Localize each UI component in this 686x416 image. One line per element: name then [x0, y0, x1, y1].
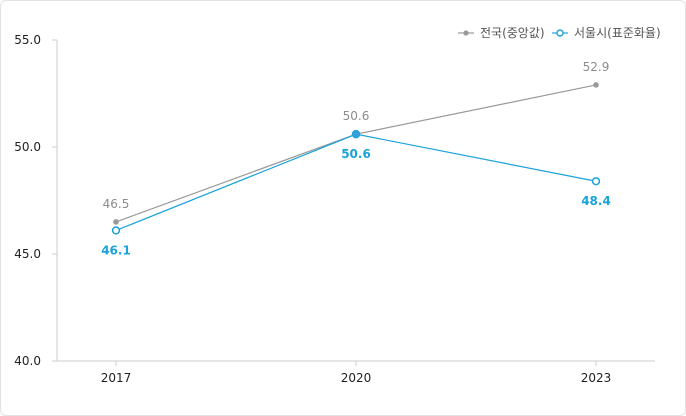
y-tick-label: 55.0	[14, 33, 41, 47]
overlap-marker-group	[351, 129, 361, 139]
data-label: 46.5	[103, 197, 130, 211]
series-1: 46.1 50.6 48.4	[101, 130, 611, 257]
data-point	[593, 82, 599, 88]
x-axis-ticks: 2017 2020 2023	[101, 361, 612, 385]
legend-item-national: 전국(중앙값)	[458, 26, 545, 40]
data-point	[591, 177, 601, 186]
legend-label-seoul: 서울시(표준화율)	[574, 26, 661, 40]
legend-label-national: 전국(중앙값)	[480, 26, 545, 40]
series-0: 46.5 50.6 52.9	[103, 60, 610, 225]
data-label: 50.6	[341, 147, 371, 161]
legend-item-seoul: 서울시(표준화율)	[552, 26, 661, 40]
data-point	[111, 226, 121, 235]
y-tick-label: 45.0	[14, 247, 41, 261]
legend-marker-seoul	[556, 29, 564, 37]
x-tick-label: 2023	[581, 371, 612, 385]
data-label: 48.4	[581, 194, 611, 208]
data-label: 50.6	[343, 109, 370, 123]
data-point	[113, 219, 119, 225]
overlap-point	[351, 129, 361, 139]
x-tick-label: 2017	[101, 371, 132, 385]
legend: 전국(중앙값) 서울시(표준화율)	[458, 26, 661, 40]
x-tick-label: 2020	[341, 371, 372, 385]
series-layer: 46.5 50.6 52.9 46.1 50.6 48.4	[101, 60, 611, 258]
y-tick-label: 40.0	[14, 354, 41, 368]
y-axis-ticks: 55.0 50.0 45.0 40.0	[14, 33, 57, 368]
legend-marker-national	[463, 30, 469, 36]
data-label: 52.9	[583, 60, 610, 74]
data-label: 46.1	[101, 243, 131, 257]
y-tick-label: 50.0	[14, 140, 41, 154]
